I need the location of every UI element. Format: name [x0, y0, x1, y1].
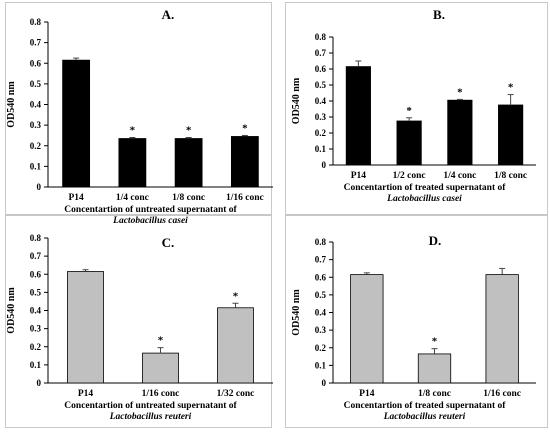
x-tick-label: 1/16 conc — [142, 389, 180, 399]
panel-title: B. — [433, 7, 445, 22]
significance-marker: * — [242, 122, 248, 134]
bar — [350, 274, 384, 384]
y-tick-label: 0.2 — [30, 342, 42, 352]
y-axis-label: OD540 nm — [6, 81, 17, 128]
panel-border — [5, 215, 272, 428]
x-axis-species-label: Lactobacillus reuteri — [383, 412, 466, 422]
y-tick-label: 0 — [37, 378, 42, 388]
x-axis-species-label: Lactobacillus casei — [386, 194, 462, 204]
y-tick-label: 0 — [37, 182, 42, 192]
y-tick-label: 0.6 — [30, 58, 42, 68]
chart-panel-b: B. 0 0.1 0.2 0.3 0.4 0.5 0.6 0.7 0.8 OD540 nm P14 * 1… — [285, 2, 548, 215]
y-tick-label: 0.4 — [30, 306, 42, 316]
bar — [62, 59, 91, 188]
x-tick-label: 1/16 conc — [226, 193, 264, 203]
y-tick-label: 0.8 — [30, 233, 42, 243]
y-tick-label: 0.4 — [30, 100, 42, 110]
significance-marker: * — [130, 125, 136, 137]
y-tick-label: 0.1 — [315, 144, 327, 154]
chart-panel-a: A. 0 0.1 0.2 0.3 0.4 0.5 0.6 0.7 0.8 OD540 nm P14 * 1… — [5, 2, 273, 226]
chart-panel-c: C. 0 0.1 0.2 0.3 0.4 0.5 0.6 0.7 0.8 OD540 nm P14 * 1… — [5, 215, 273, 428]
y-tick-label: 0.8 — [315, 32, 327, 42]
y-tick-label: 0.2 — [315, 343, 327, 353]
y-tick-label: 0.2 — [315, 128, 327, 138]
y-tick-label: 0.8 — [315, 237, 327, 247]
bar — [345, 66, 371, 166]
x-axis-label: Concentartion of treated supernatant of — [344, 183, 507, 193]
panel-title: D. — [429, 233, 442, 248]
significance-marker: * — [508, 82, 514, 94]
significance-marker: * — [186, 125, 192, 137]
y-tick-label: 0.6 — [30, 269, 42, 279]
bar — [230, 136, 259, 188]
y-tick-label: 0.8 — [30, 17, 42, 27]
y-tick-label: 0.3 — [315, 112, 327, 122]
x-tick-label: 1/2 conc — [393, 171, 426, 181]
y-tick-label: 0.6 — [315, 272, 327, 282]
panel-border — [5, 2, 272, 215]
bar — [142, 352, 179, 384]
x-tick-label: 1/32 conc — [217, 389, 255, 399]
bar — [118, 138, 147, 188]
x-tick-label: 1/4 conc — [443, 171, 476, 181]
bar — [174, 138, 203, 188]
y-tick-label: 0.1 — [315, 360, 327, 370]
y-tick-label: 0.3 — [30, 324, 42, 334]
y-tick-label: 0.5 — [315, 80, 327, 90]
significance-marker: * — [406, 105, 412, 117]
y-tick-label: 0.7 — [315, 48, 327, 58]
panel-border — [285, 215, 548, 428]
y-tick-label: 0.7 — [30, 251, 42, 261]
bar — [485, 274, 519, 384]
bar — [396, 120, 422, 166]
y-tick-label: 0.6 — [315, 64, 327, 74]
panel-title: C. — [162, 235, 175, 250]
panel-title: A. — [162, 7, 175, 22]
y-tick-label: 0.1 — [30, 161, 42, 171]
y-axis-label: OD540 nm — [291, 289, 302, 336]
x-tick-label: P14 — [351, 171, 367, 181]
bar — [217, 307, 254, 384]
y-tick-label: 0.4 — [315, 308, 327, 318]
significance-marker: * — [457, 86, 463, 98]
x-axis-label: Concentartion of untreated supernatant o… — [64, 401, 237, 411]
y-tick-label: 0 — [322, 378, 327, 388]
x-axis-label: Concentartion of treated supernatant of — [344, 401, 507, 411]
significance-marker: * — [233, 290, 239, 302]
x-tick-label: 1/4 conc — [116, 193, 149, 203]
y-tick-label: 0.2 — [30, 141, 42, 151]
x-tick-label: 1/8 conc — [172, 193, 205, 203]
x-tick-label: 1/16 conc — [483, 389, 521, 399]
y-tick-label: 0.4 — [315, 96, 327, 106]
y-axis-label: OD540 nm — [291, 77, 302, 124]
y-tick-label: 0 — [322, 160, 327, 170]
x-tick-label: P14 — [68, 193, 84, 203]
x-axis-species-label: Lactobacillus casei — [112, 216, 188, 226]
y-tick-label: 0.7 — [315, 255, 327, 265]
y-tick-label: 0.7 — [30, 38, 42, 48]
bar — [498, 104, 524, 166]
y-tick-label: 0.5 — [315, 290, 327, 300]
significance-marker: * — [158, 335, 164, 347]
y-tick-label: 0.3 — [315, 325, 327, 335]
panel-border — [285, 2, 548, 215]
bar — [447, 99, 473, 166]
x-axis-species-label: Lactobacillus reuteri — [109, 412, 192, 422]
x-tick-label: P14 — [359, 389, 375, 399]
x-tick-label: 1/8 conc — [418, 389, 451, 399]
y-axis-label: OD540 nm — [6, 287, 17, 334]
x-tick-label: 1/8 conc — [494, 171, 527, 181]
chart-panel-d: D. 0 0.1 0.2 0.3 0.4 0.5 0.6 0.7 0.8 OD540 nm P14 * 1… — [285, 215, 548, 428]
bar — [67, 271, 104, 384]
y-tick-label: 0.3 — [30, 120, 42, 130]
bar — [417, 353, 452, 384]
y-tick-label: 0.1 — [30, 360, 42, 370]
x-axis-label: Concentartion of untreated supernatant o… — [64, 205, 237, 215]
y-tick-label: 0.5 — [30, 79, 42, 89]
x-tick-label: P14 — [78, 389, 94, 399]
y-tick-label: 0.5 — [30, 287, 42, 297]
significance-marker: * — [432, 336, 438, 348]
